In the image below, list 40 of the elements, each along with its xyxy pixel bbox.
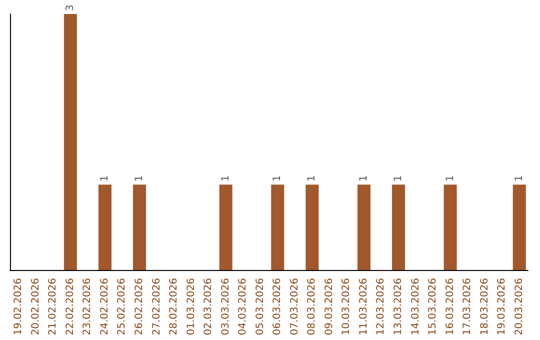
x-tick-label: 02.03.2026 — [203, 278, 214, 336]
data-label: 1 — [272, 175, 284, 182]
x-tick-label: 16.03.2026 — [444, 278, 456, 336]
x-tick-label: 22.02.2026 — [64, 278, 76, 336]
x-tick-label: 12.03.2026 — [376, 278, 387, 336]
x-tick-label: 20.02.2026 — [30, 278, 42, 336]
x-tick-label: 18.03.2026 — [479, 278, 490, 336]
data-label: 1 — [134, 175, 145, 182]
x-tick-label: 15.03.2026 — [428, 278, 439, 336]
x-tick-label: 24.02.2026 — [99, 278, 110, 336]
x-tick-label: 28.02.2026 — [168, 278, 180, 336]
x-tick-label: 08.03.2026 — [306, 278, 318, 336]
x-tick-label: 19.02.2026 — [13, 278, 24, 336]
x-tick-label: 01.03.2026 — [186, 278, 197, 336]
x-tick-label: 13.03.2026 — [393, 278, 404, 336]
x-tick-label: 21.02.2026 — [48, 278, 59, 336]
data-label: 3 — [64, 4, 76, 11]
data-label: 1 — [444, 175, 456, 182]
x-tick-label: 27.02.2026 — [151, 278, 162, 336]
x-tick-label: 26.02.2026 — [134, 278, 145, 336]
data-label: 1 — [99, 175, 110, 182]
x-tick-label: 19.03.2026 — [496, 278, 508, 336]
x-tick-label: 06.03.2026 — [272, 278, 284, 336]
x-tick-label: 25.02.2026 — [116, 278, 128, 336]
x-tick-label: 04.03.2026 — [238, 278, 249, 336]
x-tick-label: 09.03.2026 — [324, 278, 335, 336]
data-label: 1 — [358, 175, 370, 182]
x-tick-label: 23.02.2026 — [82, 278, 94, 336]
x-tick-label: 03.03.2026 — [220, 278, 232, 336]
x-tick-label: 10.03.2026 — [341, 278, 352, 336]
x-tick-label: 14.03.2026 — [410, 278, 422, 336]
data-label: 1 — [306, 175, 318, 182]
data-label: 1 — [514, 175, 525, 182]
x-tick-label: 07.03.2026 — [289, 278, 300, 336]
x-tick-label: 05.03.2026 — [254, 278, 266, 336]
data-label: 1 — [220, 175, 232, 182]
x-tick-label: 17.03.2026 — [462, 278, 474, 336]
x-tick-label: 20.03.2026 — [514, 278, 525, 336]
data-label: 1 — [393, 175, 404, 182]
x-tick-label: 11.03.2026 — [358, 278, 370, 336]
